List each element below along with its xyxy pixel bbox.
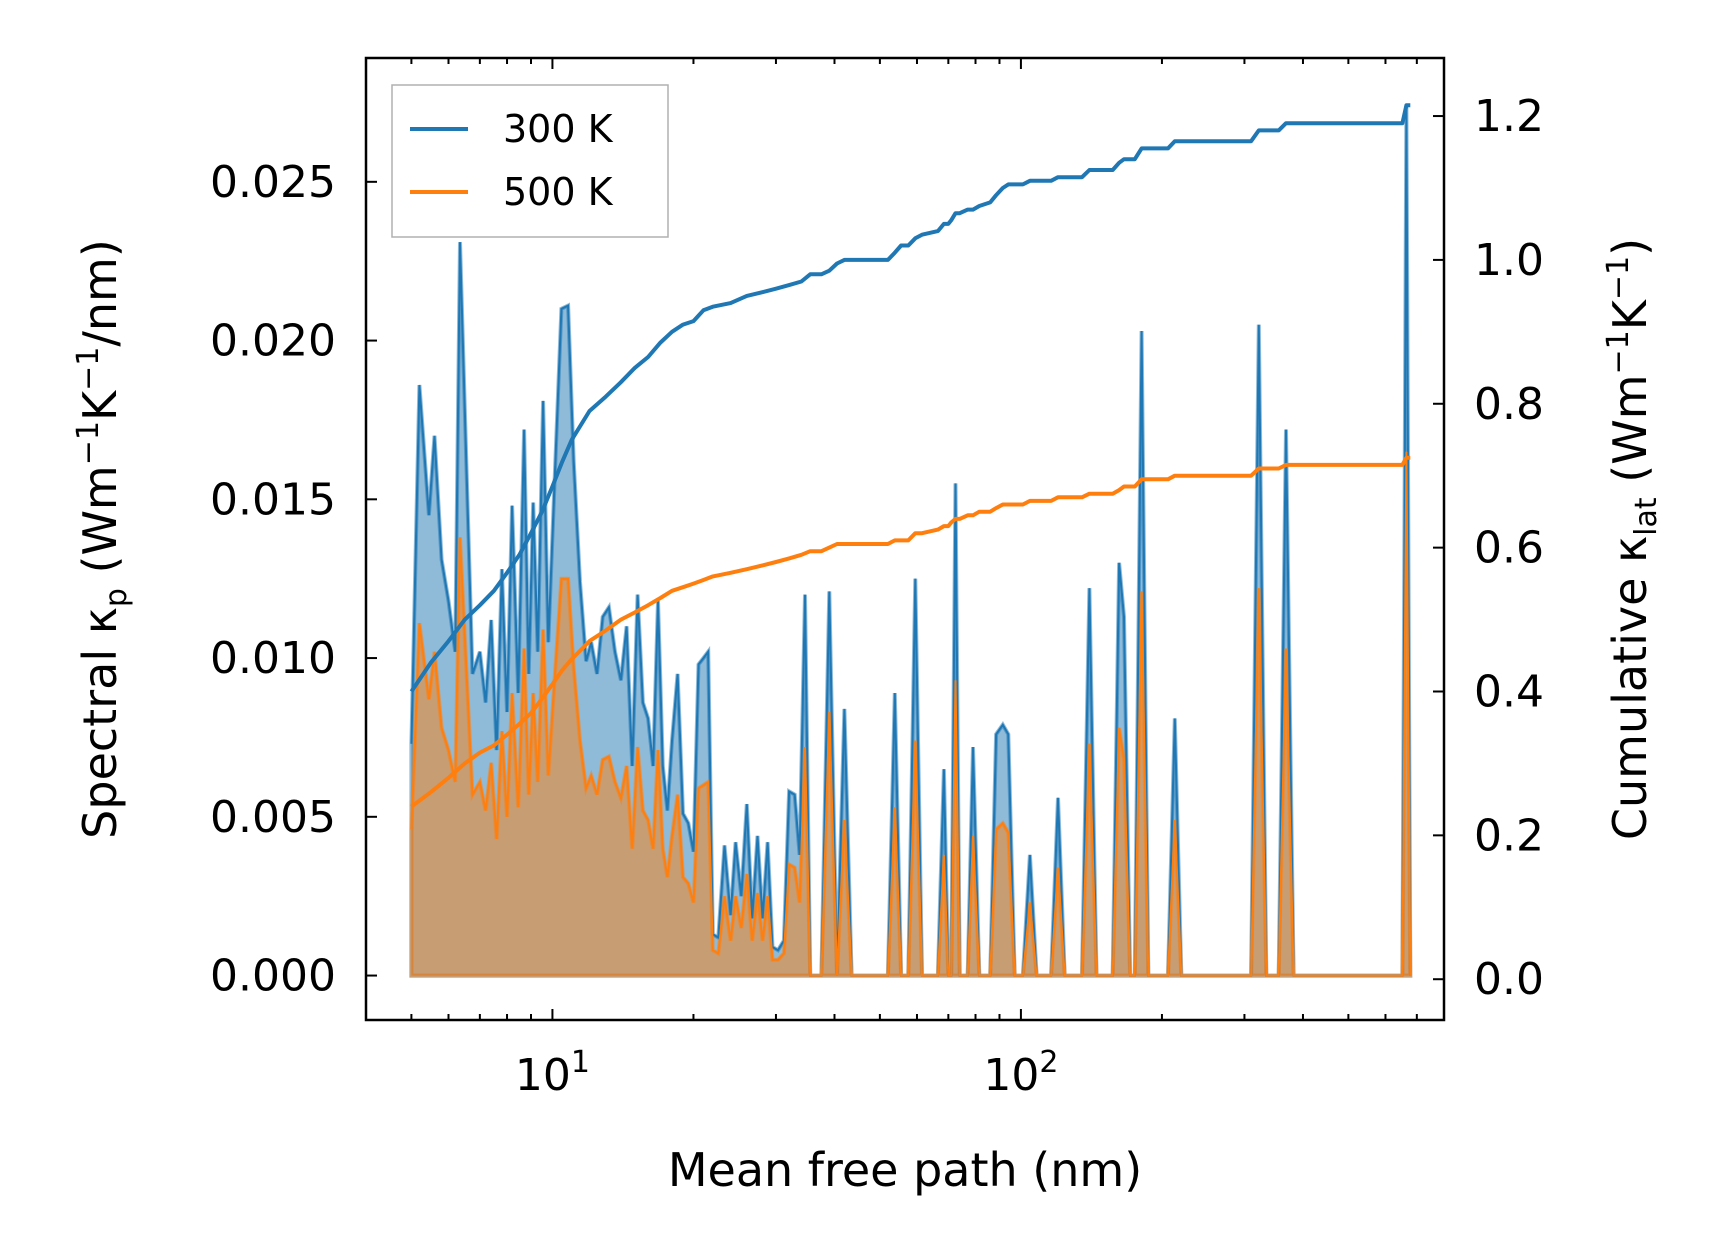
cumulative-line-500k	[410, 455, 1411, 809]
left-y-axis-title: Spectral κp (Wm−1K−1/nm)	[71, 239, 134, 839]
right-y-tick-label: 0.4	[1474, 666, 1544, 717]
x-tick-label: 101	[515, 1045, 590, 1101]
spectral-line-layer	[410, 105, 1412, 977]
right-y-tick-label: 0.8	[1474, 379, 1544, 430]
right-y-tick-label: 0.6	[1474, 523, 1544, 574]
spectral-line-300k	[410, 105, 1412, 977]
left-y-tick-label: 0.005	[210, 792, 336, 843]
cumulative-line-300k	[409, 103, 1411, 693]
legend: 300 K 500 K	[391, 84, 669, 238]
left-y-tick-label: 0.025	[210, 157, 336, 208]
right-y-tick-label: 1.2	[1474, 91, 1544, 142]
legend-label-500k: 500 K	[503, 170, 614, 214]
cumulative-line-layer	[409, 103, 1411, 809]
right-y-tick-label: 0.0	[1474, 954, 1544, 1005]
right-y-tick-labels: 0.0 0.2 0.4 0.6 0.8 1.0 1.2	[1474, 91, 1544, 1005]
right-y-axis-title: Cumulative κlat (Wm−1K−1)	[1601, 238, 1664, 840]
spectral-line-500k	[410, 451, 1412, 977]
left-y-tick-label: 0.020	[210, 316, 336, 367]
plot-frame	[364, 56, 1446, 1022]
x-tick-label: 102	[983, 1045, 1058, 1101]
x-tick-labels: 101 102	[515, 1045, 1059, 1101]
x-axis-title: Mean free path (nm)	[668, 1143, 1142, 1197]
right-y-tick-label: 0.2	[1474, 810, 1544, 861]
left-y-tick-label: 0.015	[210, 474, 336, 525]
legend-label-300k: 300 K	[503, 107, 614, 151]
right-y-tick-label: 1.0	[1474, 235, 1544, 286]
left-y-tick-labels: 0.000 0.005 0.010 0.015 0.020 0.025	[210, 157, 336, 1002]
left-y-tick-label: 0.010	[210, 633, 336, 684]
legend-box	[391, 84, 669, 238]
left-y-tick-label: 0.000	[210, 951, 336, 1002]
